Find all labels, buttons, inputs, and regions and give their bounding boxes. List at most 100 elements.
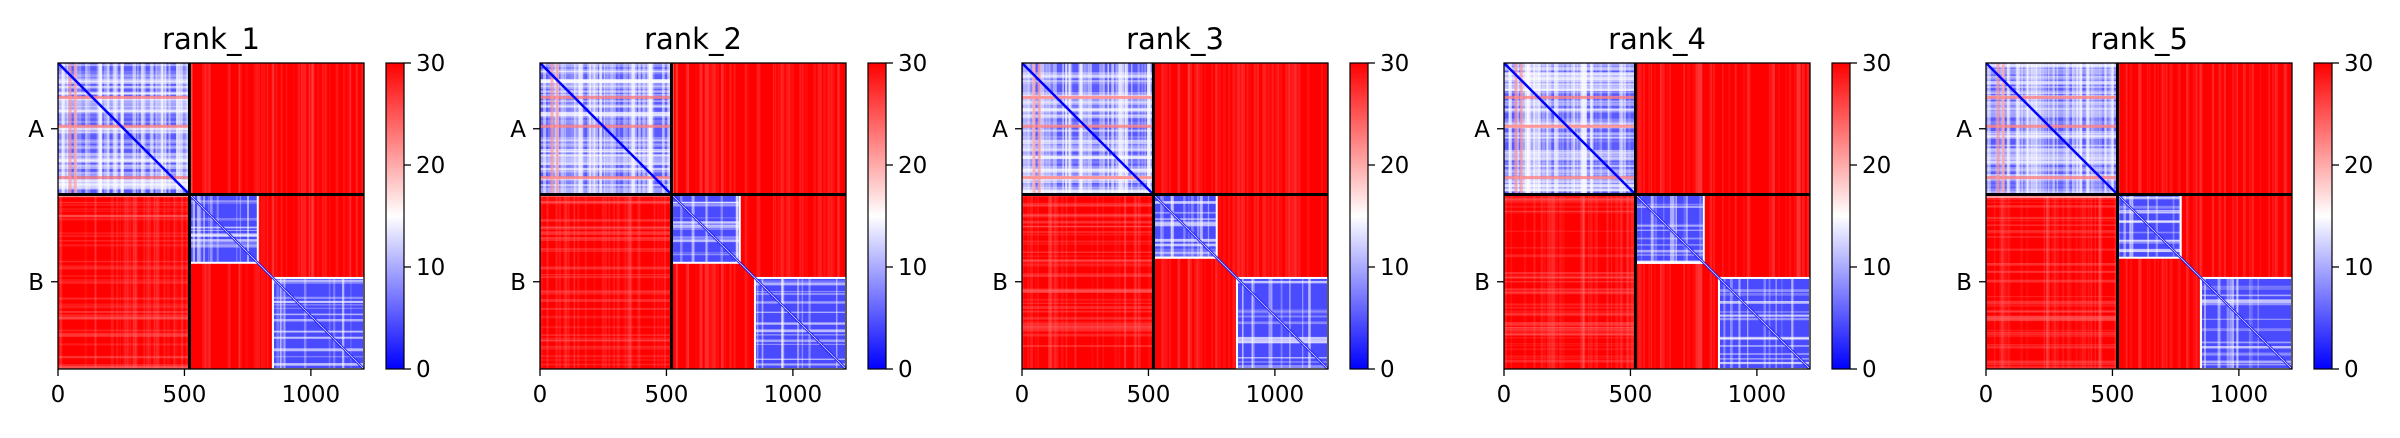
texture-stripe [146, 63, 149, 369]
texture-stripe [1718, 345, 1810, 347]
texture-stripe [1504, 275, 1636, 278]
texture-stripe [1236, 339, 1328, 343]
texture-stripe [1504, 247, 1636, 249]
texture-stripe [304, 63, 307, 369]
texture-stripe [1986, 236, 2118, 238]
texture-stripe [1986, 169, 2118, 172]
texture-stripe [1504, 329, 1636, 332]
texture-stripe [1986, 80, 2118, 85]
texture-stripe [540, 161, 672, 166]
texture-stripe [311, 63, 314, 369]
colorbar-tick-label: 30 [898, 51, 927, 77]
texture-stripe [1986, 78, 2118, 81]
texture-stripe [2090, 63, 2093, 369]
texture-stripe [1022, 262, 1154, 265]
texture-stripe [1022, 98, 1154, 103]
texture-stripe [58, 132, 190, 135]
texture-stripe [1510, 63, 1513, 369]
texture-stripe [189, 229, 258, 231]
texture-stripe [1986, 279, 2118, 283]
texture-stripe [1504, 85, 1636, 89]
texture-stripe [324, 63, 328, 369]
texture-stripe [540, 161, 672, 164]
texture-stripe [1589, 63, 1593, 369]
texture-stripe [635, 63, 637, 195]
texture-stripe [1986, 188, 2118, 193]
texture-stripe [58, 201, 190, 204]
texture-stripe [2079, 63, 2082, 369]
texture-stripe [58, 70, 190, 75]
texture-stripe [1618, 63, 1620, 369]
texture-stripe [199, 194, 202, 263]
texture-stripe [1022, 105, 1154, 108]
colorbar-tick-label: 0 [1862, 357, 1877, 383]
texture-stripe [540, 184, 672, 187]
texture-stripe [1153, 256, 1217, 259]
texture-stripe [59, 63, 62, 369]
texture-stripe [1553, 63, 1556, 369]
texture-stripe [540, 275, 672, 279]
texture-stripe [754, 358, 846, 360]
texture-stripe [1986, 86, 2118, 88]
texture-stripe [58, 204, 190, 206]
texture-stripe [1504, 343, 1636, 345]
texture-stripe [1022, 231, 1154, 234]
texture-stripe [1504, 331, 1636, 334]
texture-stripe [756, 63, 759, 369]
texture-stripe [1022, 275, 1154, 278]
texture-stripe [2099, 63, 2101, 369]
texture-stripe [2045, 63, 2049, 369]
texture-stripe [286, 63, 288, 369]
texture-stripe [1504, 158, 1636, 160]
texture-stripe [2218, 63, 2220, 369]
texture-stripe [1022, 202, 1154, 205]
texture-stripe [632, 63, 636, 195]
texture-stripe [671, 254, 740, 256]
texture-stripe [2025, 63, 2028, 195]
texture-stripe [2026, 63, 2029, 195]
texture-stripe [1504, 197, 1636, 200]
texture-stripe [1556, 63, 1559, 195]
texture-stripe [1986, 263, 2118, 265]
texture-stripe [624, 63, 628, 369]
texture-stripe [1986, 92, 2118, 95]
texture-stripe [2117, 220, 2181, 223]
texture-stripe [2054, 63, 2057, 369]
texture-stripe [540, 200, 672, 204]
texture-stripe [2039, 63, 2042, 195]
texture-stripe [58, 64, 190, 67]
texture-stripe [58, 215, 190, 217]
texture-stripe [577, 63, 580, 369]
texture-stripe [1785, 63, 1788, 369]
texture-stripe [58, 297, 190, 300]
texture-stripe [1242, 63, 1246, 369]
texture-stripe [1540, 63, 1544, 369]
texture-stripe [1022, 169, 1154, 171]
texture-stripe [1635, 260, 1704, 264]
texture-stripe [1801, 63, 1804, 369]
texture-stripe [2099, 63, 2102, 369]
texture-stripe [646, 63, 650, 195]
texture-stripe [1986, 194, 2118, 199]
texture-stripe [1022, 74, 1154, 78]
texture-stripe [1588, 63, 1590, 369]
texture-stripe [2048, 63, 2050, 195]
texture-stripe [1683, 194, 1685, 263]
texture-stripe [540, 248, 672, 251]
texture-stripe [1549, 63, 1553, 369]
texture-stripe [2001, 63, 2003, 369]
texture-stripe [540, 85, 672, 90]
texture-stripe [1635, 225, 1704, 227]
texture-stripe [266, 63, 269, 369]
texture-stripe [2200, 341, 2292, 344]
texture-stripe [540, 354, 672, 358]
texture-stripe [1037, 63, 1039, 369]
texture-stripe [272, 307, 364, 310]
texture-stripe [58, 214, 190, 218]
texture-stripe [804, 63, 808, 369]
texture-stripe [1022, 136, 1154, 139]
texture-stripe [2117, 231, 2181, 234]
texture-stripe [1986, 236, 2118, 238]
texture-stripe [1153, 238, 1217, 242]
texture-stripe [276, 277, 279, 369]
